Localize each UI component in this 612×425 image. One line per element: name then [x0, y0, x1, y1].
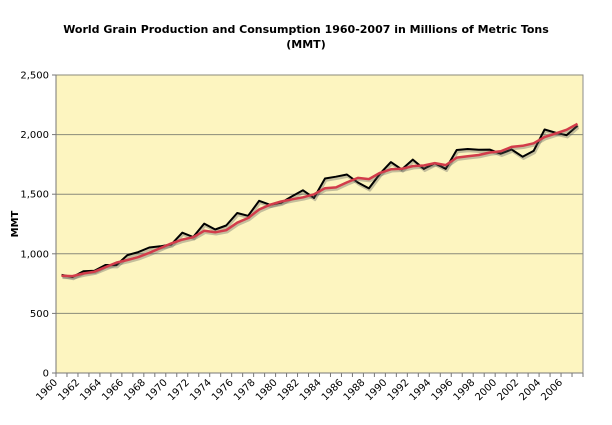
series-shadow-consumption: [62, 124, 580, 280]
x-tick-label: 1970: [144, 377, 170, 403]
x-tick-label: 1978: [232, 377, 258, 403]
x-tick-label: 2006: [539, 377, 565, 403]
y-tick-label: 2,500: [20, 71, 49, 82]
y-tick-label: 500: [30, 309, 49, 320]
x-tick-label: 1994: [408, 377, 434, 403]
x-tick-label: 1986: [320, 377, 346, 403]
x-tick-label: 1960: [34, 377, 60, 403]
series-lines: [61, 122, 580, 281]
x-tick-label: 1992: [386, 377, 412, 403]
x-tick-label: 2002: [495, 377, 521, 403]
x-tick-label: 1962: [56, 377, 82, 403]
x-tick-label: 1972: [166, 377, 192, 403]
y-axis-label: MMT: [10, 210, 21, 237]
x-tick-label: 1964: [78, 377, 104, 403]
series-line-production: [61, 124, 579, 278]
x-tick-label: 1998: [452, 377, 478, 403]
x-tick-label: 1996: [430, 377, 456, 403]
series-line-consumption: [61, 122, 579, 278]
x-tick-label: 1990: [364, 377, 390, 403]
x-tick-label: 1974: [188, 377, 214, 403]
x-tick-label: 2000: [474, 377, 500, 403]
x-tick-label: 1980: [254, 377, 280, 403]
x-tick-label: 1968: [122, 377, 148, 403]
chart-title-line1: World Grain Production and Consumption 1…: [63, 23, 549, 36]
chart-title: World Grain Production and Consumption 1…: [0, 22, 612, 52]
x-tick-label: 2004: [517, 377, 543, 403]
y-tick-label: 2,000: [20, 130, 49, 141]
x-tick-label: 1988: [342, 377, 368, 403]
x-tick-label: 1966: [100, 377, 126, 403]
x-tick-label: 1976: [210, 377, 236, 403]
y-tick-label: 1,000: [20, 249, 49, 260]
plot-area: [55, 74, 584, 374]
x-tick-label: 1984: [298, 377, 324, 403]
y-axis-ticks: 0 500 1,000 1,500 2,000 2,500: [20, 71, 56, 380]
y-tick-label: 1,500: [20, 190, 49, 201]
x-tick-label: 1982: [276, 377, 302, 403]
chart-title-line2: (MMT): [286, 38, 326, 51]
y-tick-label: 0: [43, 369, 49, 380]
x-axis-ticks: 1960196219641966196819701972197419761978…: [34, 373, 584, 403]
